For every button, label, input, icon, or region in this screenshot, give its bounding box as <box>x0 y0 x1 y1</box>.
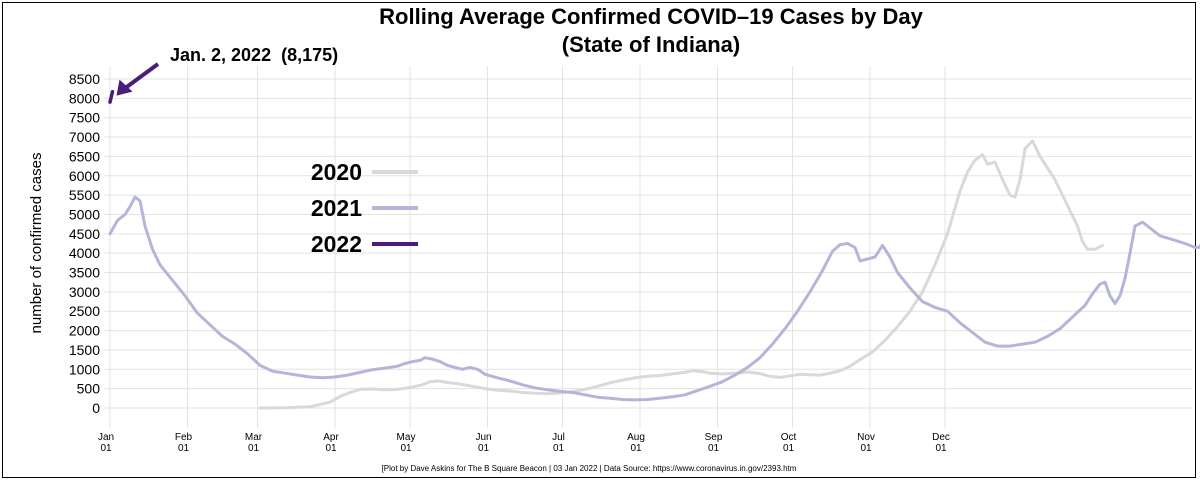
grid <box>104 66 1192 428</box>
x-tick-day: 01 <box>248 443 260 454</box>
x-tick-day: 01 <box>478 443 490 454</box>
annotation: Jan. 2, 2022 (8,175) <box>116 45 338 96</box>
x-tick-month: Dec <box>932 432 950 443</box>
x-tick-day: 01 <box>935 443 947 454</box>
y-tick-label: 0 <box>92 400 100 416</box>
x-tick-month: Jan <box>98 432 114 443</box>
x-tick-month: Aug <box>627 432 645 443</box>
y-tick-label: 4000 <box>69 245 100 261</box>
x-tick-month: May <box>397 432 416 443</box>
y-tick-label: 6500 <box>69 148 100 164</box>
y-axis-ticks: 0 500 1000 1500 2000 2500 3000 3500 4000 4500 5000… <box>69 71 100 416</box>
series-line-2022 <box>108 89 115 104</box>
x-tick-day: 01 <box>708 443 720 454</box>
y-tick-label: 4500 <box>69 226 100 242</box>
x-axis-ticks: Jan01Feb01Mar01Apr01May01Jun01Jul01Aug01… <box>98 432 950 454</box>
y-tick-label: 2500 <box>69 303 100 319</box>
legend-label-2022: 2022 <box>311 231 362 257</box>
y-tick-label: 5000 <box>69 206 100 222</box>
y-tick-label: 3000 <box>69 284 100 300</box>
legend-label-2021: 2021 <box>311 195 362 221</box>
y-tick-label: 7000 <box>69 129 100 145</box>
x-tick-day: 01 <box>630 443 642 454</box>
x-tick-month: Apr <box>323 432 339 443</box>
x-tick-month: Feb <box>175 432 193 443</box>
x-tick-day: 01 <box>783 443 795 454</box>
y-tick-label: 2000 <box>69 323 100 339</box>
x-tick-month: Nov <box>857 432 875 443</box>
y-tick-label: 5500 <box>69 187 100 203</box>
source-note: [Plot by Dave Askins for The B Square Be… <box>382 464 797 473</box>
y-tick-label: 1500 <box>69 342 100 358</box>
x-tick-month: Jun <box>475 432 491 443</box>
x-tick-day: 01 <box>860 443 872 454</box>
x-tick-month: Jul <box>552 432 565 443</box>
chart-subtitle: (State of Indiana) <box>562 32 740 57</box>
x-tick-day: 01 <box>178 443 190 454</box>
annotation-text: Jan. 2, 2022 (8,175) <box>170 45 338 65</box>
legend: 2020 2021 2022 <box>311 159 418 257</box>
legend-label-2020: 2020 <box>311 159 362 185</box>
y-tick-label: 1000 <box>69 361 100 377</box>
annotation-arrowhead <box>116 79 133 96</box>
series-lines <box>108 89 1200 410</box>
y-tick-label: 8500 <box>69 71 100 87</box>
series-line-2021 <box>108 195 1200 402</box>
x-tick-day: 01 <box>100 443 112 454</box>
x-tick-day: 01 <box>325 443 337 454</box>
y-tick-label: 3500 <box>69 265 100 281</box>
y-tick-label: 6000 <box>69 168 100 184</box>
y-tick-label: 7500 <box>69 110 100 126</box>
x-tick-month: Oct <box>781 432 797 443</box>
x-tick-month: Mar <box>245 432 263 443</box>
annotation-arrow-shaft <box>123 62 160 91</box>
y-axis-label: number of confirmed cases <box>28 153 45 334</box>
y-tick-label: 8000 <box>69 90 100 106</box>
chart-title: Rolling Average Confirmed COVID–19 Cases… <box>379 4 923 29</box>
series-line-2020 <box>258 139 1104 410</box>
x-tick-day: 01 <box>553 443 565 454</box>
y-tick-label: 500 <box>77 381 101 397</box>
x-tick-month: Sep <box>705 432 723 443</box>
x-tick-day: 01 <box>400 443 412 454</box>
